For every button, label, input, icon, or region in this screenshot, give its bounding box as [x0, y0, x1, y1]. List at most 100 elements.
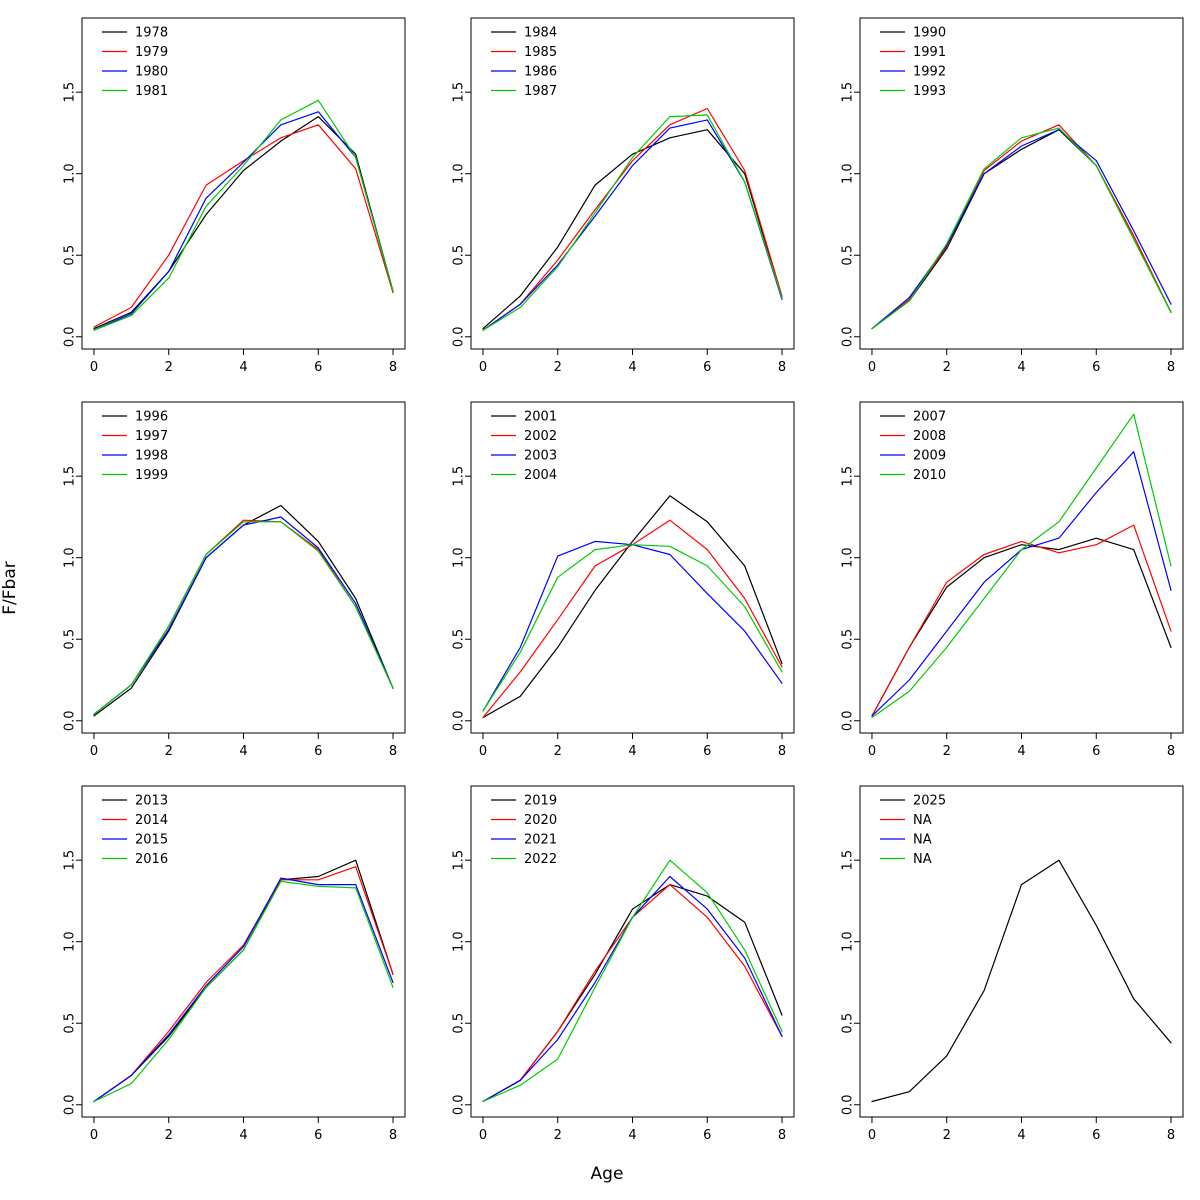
x-tick-label: 6	[1092, 360, 1100, 375]
series-line	[482, 114, 783, 331]
x-tick-label: 0	[479, 360, 487, 375]
chart-panel: 0 2 4 6 8 0.0 0.5 1.0 1.5 2013 2014 2015 2016	[63, 785, 406, 1143]
y-tick-label: 0.0	[63, 1094, 78, 1115]
series-line	[93, 880, 394, 1103]
x-tick-label: 8	[1167, 1128, 1175, 1143]
x-tick-label: 0	[90, 1128, 98, 1143]
series-line	[93, 504, 394, 717]
y-tick-label: 1.5	[841, 82, 856, 103]
x-tick-label: 4	[628, 360, 636, 375]
series-line	[871, 413, 1172, 719]
y-tick-label: 1.0	[63, 547, 78, 568]
x-tick-label: 8	[389, 1128, 397, 1143]
x-tick-label: 2	[554, 1128, 562, 1143]
x-tick-label: 4	[628, 1128, 636, 1143]
x-tick-label: 0	[868, 744, 876, 759]
y-tick-label: 0.5	[63, 245, 78, 266]
y-tick-label: 0.5	[452, 245, 467, 266]
y-tick-label: 0.5	[452, 1013, 467, 1034]
series-line	[482, 859, 783, 1103]
y-tick-label: 0.5	[841, 629, 856, 650]
y-tick-label: 0.5	[63, 629, 78, 650]
series-line	[871, 129, 1172, 330]
legend-label: NA	[913, 813, 932, 828]
chart-panel: 0 2 4 6 8 0.0 0.5 1.0 1.5 2025 NA NA NA	[841, 785, 1184, 1143]
legend-label: 2001	[524, 410, 557, 425]
y-tick-label: 1.5	[63, 82, 78, 103]
series-line	[482, 519, 783, 719]
y-tick-label: 1.0	[841, 931, 856, 952]
series-line	[93, 111, 394, 331]
y-tick-label: 1.5	[452, 466, 467, 487]
legend-label: 2003	[524, 449, 557, 464]
x-tick-label: 2	[165, 360, 173, 375]
chart-panel: 0 2 4 6 8 0.0 0.5 1.0 1.5 1978 1979 1980 1981	[63, 17, 406, 375]
chart-panel: 0 2 4 6 8 0.0 0.5 1.0 1.5 2007 2008 2009 2010	[841, 401, 1184, 759]
legend-label: 1981	[135, 84, 168, 99]
legend-label: 2008	[913, 429, 946, 444]
y-tick-label: 1.0	[452, 931, 467, 952]
x-tick-label: 0	[90, 360, 98, 375]
y-tick-label: 0.5	[841, 245, 856, 266]
x-tick-label: 2	[165, 744, 173, 759]
x-tick-label: 2	[943, 1128, 951, 1143]
series-line	[871, 524, 1172, 717]
series-line	[871, 129, 1172, 330]
y-axis-title: F/Fbar	[0, 561, 20, 615]
legend-label: 1993	[913, 84, 946, 99]
series-line	[93, 859, 394, 1103]
x-tick-label: 8	[1167, 360, 1175, 375]
chart-panel: 0 2 4 6 8 0.0 0.5 1.0 1.5 2001 2002 2003 2004	[452, 401, 795, 759]
series-line	[482, 107, 783, 331]
series-line	[482, 119, 783, 331]
y-tick-label: 0.5	[452, 629, 467, 650]
y-tick-label: 1.0	[841, 547, 856, 568]
series-line	[93, 877, 394, 1103]
legend-label: NA	[913, 852, 932, 867]
legend-label: 1980	[135, 65, 168, 80]
series-line	[871, 127, 1172, 330]
x-tick-label: 4	[239, 360, 247, 375]
legend-label: 2022	[524, 852, 557, 867]
series-line	[93, 866, 394, 1103]
x-tick-label: 8	[778, 360, 786, 375]
series-line	[93, 516, 394, 715]
y-tick-label: 1.0	[63, 163, 78, 184]
plot-border	[81, 785, 406, 1118]
series-line	[871, 124, 1172, 330]
x-tick-label: 4	[1017, 1128, 1025, 1143]
y-tick-label: 0.0	[841, 710, 856, 731]
plot-border	[81, 17, 406, 350]
legend-label: 1984	[524, 26, 557, 41]
legend-label: 1998	[135, 449, 168, 464]
y-tick-label: 1.0	[63, 931, 78, 952]
legend-label: 2004	[524, 468, 557, 483]
legend-label: 2025	[913, 794, 946, 809]
x-tick-label: 8	[389, 744, 397, 759]
x-tick-label: 8	[1167, 744, 1175, 759]
legend-label: 1992	[913, 65, 946, 80]
x-tick-label: 4	[628, 744, 636, 759]
y-tick-label: 0.0	[63, 710, 78, 731]
y-tick-label: 0.0	[841, 1094, 856, 1115]
y-tick-label: 0.0	[452, 326, 467, 347]
y-tick-label: 1.5	[452, 82, 467, 103]
legend-label: 2002	[524, 429, 557, 444]
y-tick-label: 0.0	[63, 326, 78, 347]
series-line	[93, 124, 394, 328]
y-tick-label: 1.5	[63, 850, 78, 871]
x-tick-label: 2	[943, 360, 951, 375]
chart-panel: 0 2 4 6 8 0.0 0.5 1.0 1.5 2019 2020 2021 2022	[452, 785, 795, 1143]
y-tick-label: 1.5	[452, 850, 467, 871]
series-line	[93, 519, 394, 715]
x-tick-label: 6	[314, 360, 322, 375]
legend-label: 2007	[913, 410, 946, 425]
x-tick-label: 0	[868, 1128, 876, 1143]
x-tick-label: 8	[389, 360, 397, 375]
y-tick-label: 1.0	[452, 547, 467, 568]
plot-border	[81, 401, 406, 734]
x-tick-label: 2	[554, 744, 562, 759]
series-line	[482, 495, 783, 719]
legend-label: 1985	[524, 45, 557, 60]
chart-panel: 0 2 4 6 8 0.0 0.5 1.0 1.5 1990 1991 1992 1993	[841, 17, 1184, 375]
